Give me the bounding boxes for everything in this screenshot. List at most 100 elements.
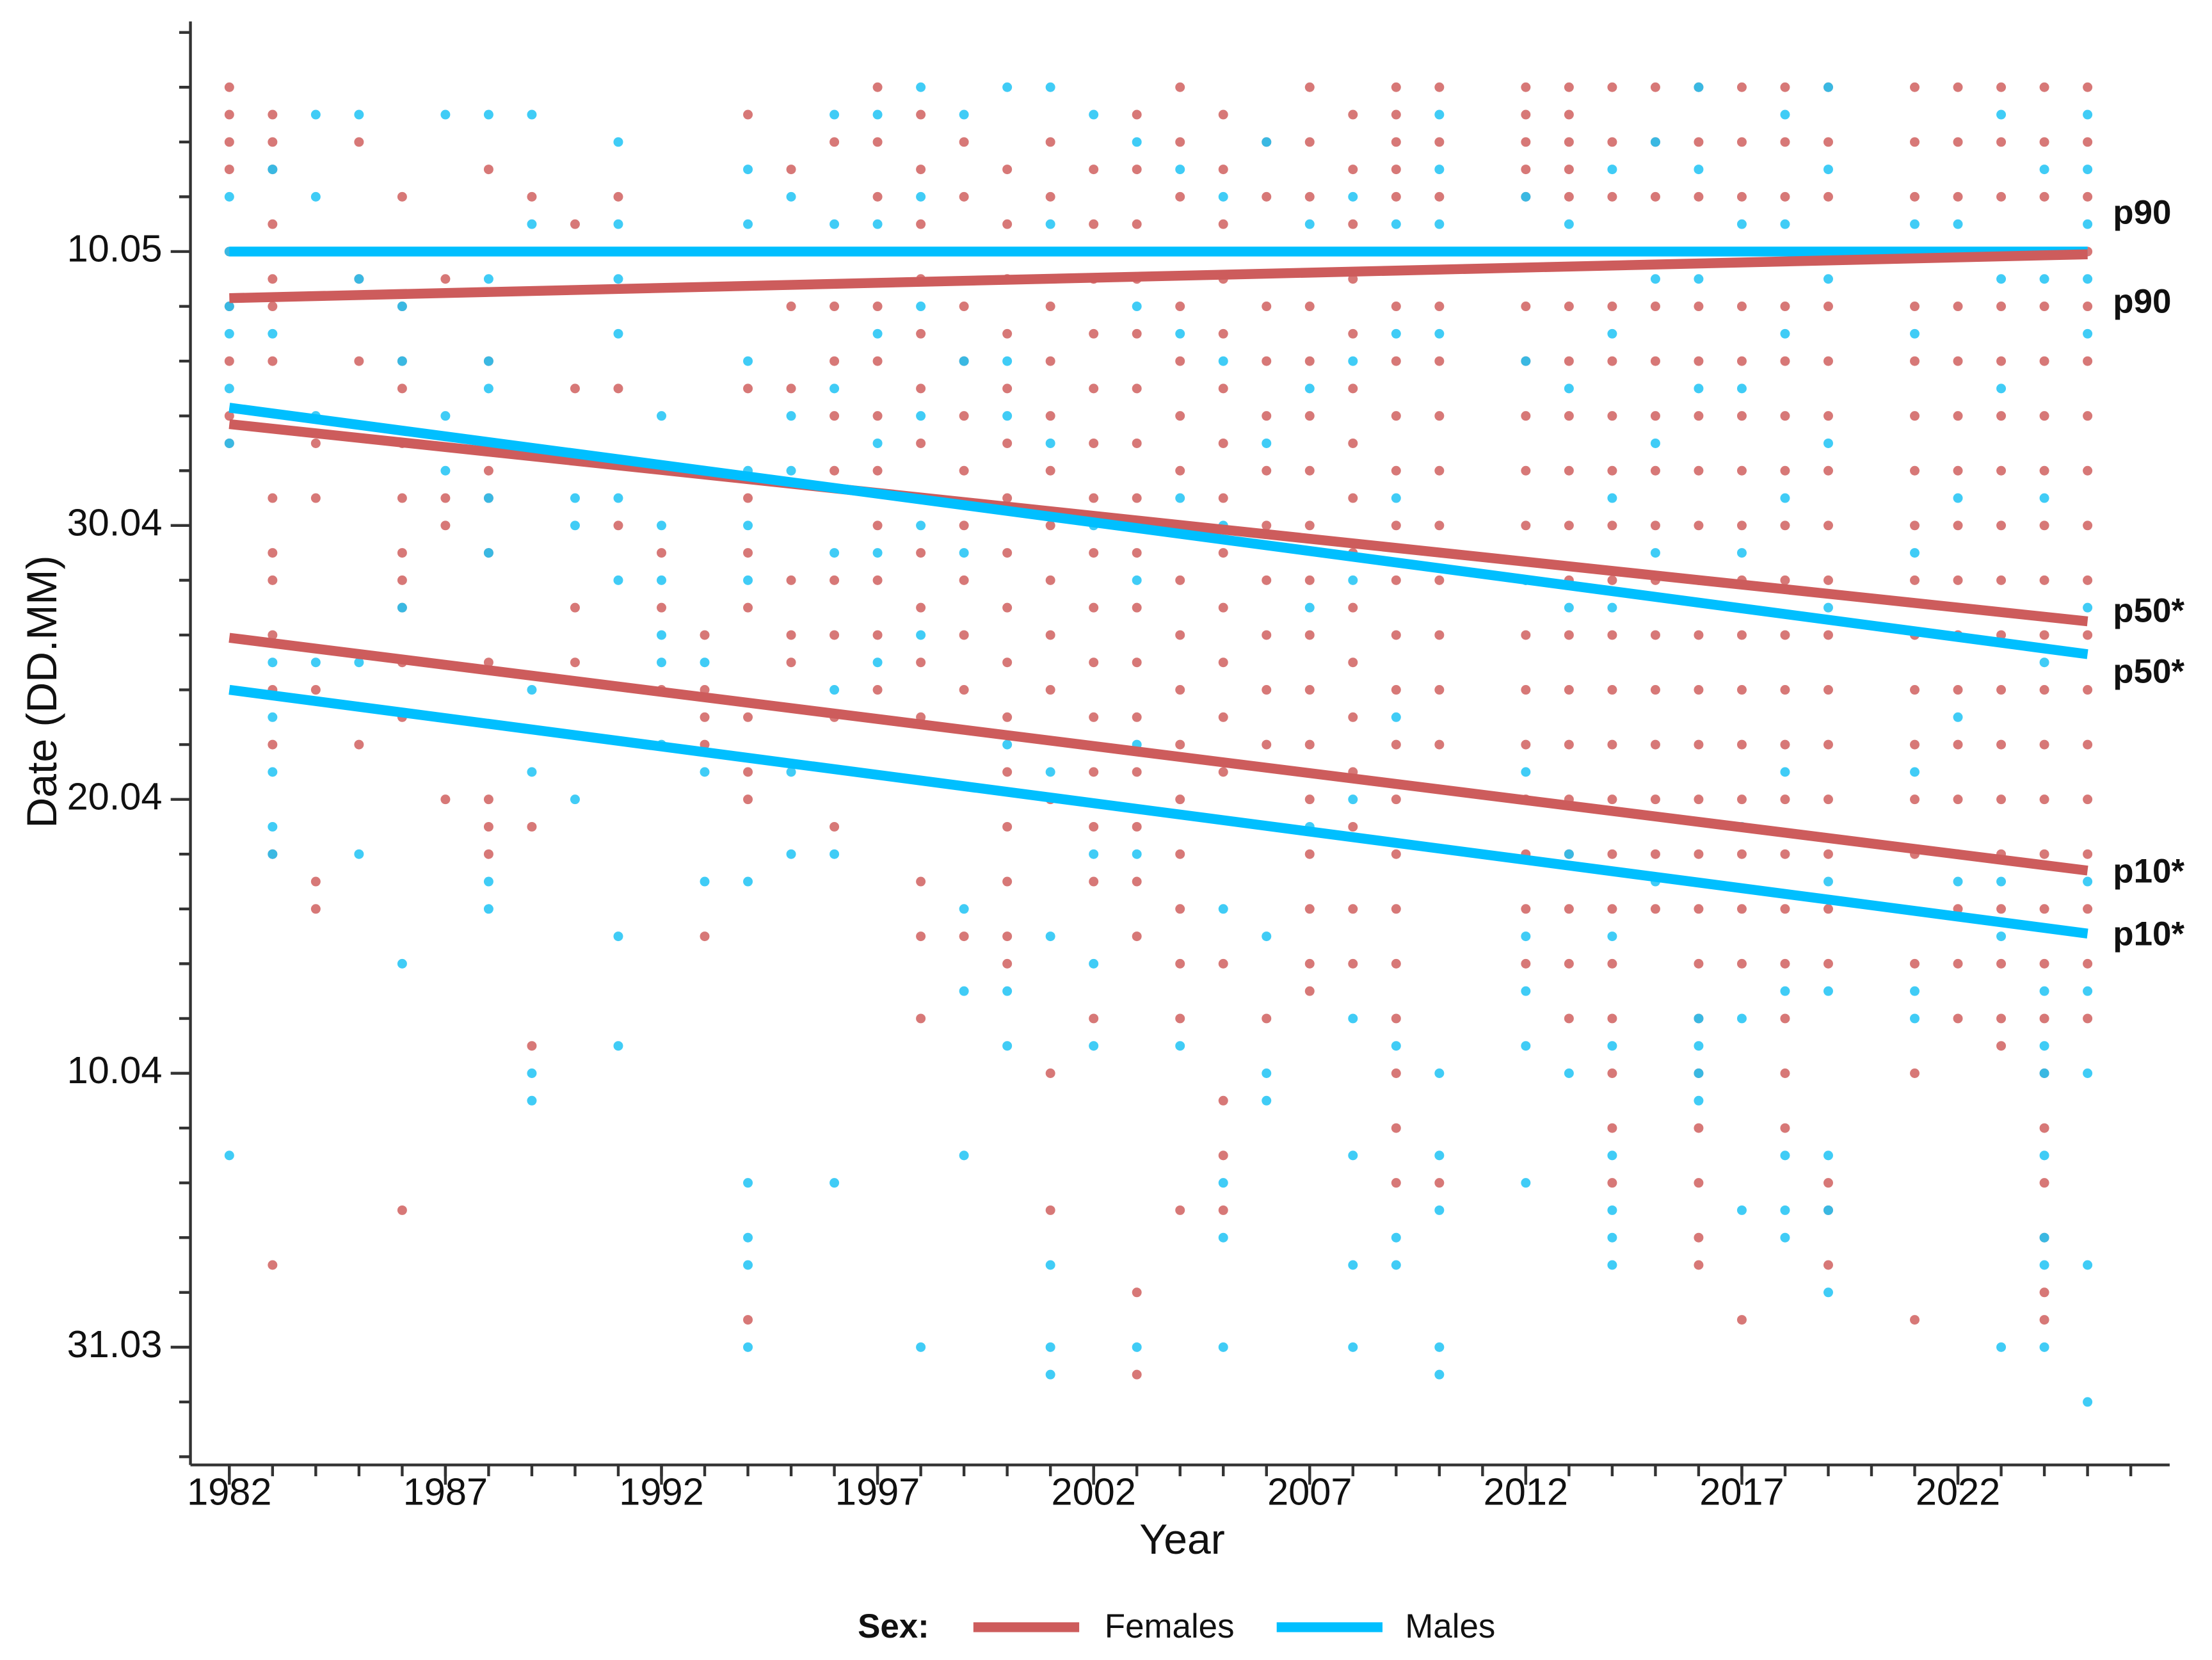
data-point — [1564, 602, 1574, 613]
data-point — [224, 191, 234, 202]
data-point — [1694, 794, 1704, 805]
data-point — [1996, 465, 2007, 476]
data-point — [657, 411, 666, 421]
data-point — [1434, 465, 1445, 476]
data-point — [2083, 328, 2093, 339]
data-point — [483, 165, 493, 175]
data-point — [1002, 739, 1013, 750]
data-point — [1996, 794, 2007, 805]
data-point — [1304, 411, 1315, 421]
data-point — [1823, 465, 1833, 476]
data-point — [1348, 438, 1358, 448]
trend-line — [229, 249, 2088, 303]
data-point — [1780, 1205, 1790, 1215]
data-point — [959, 109, 969, 120]
data-point — [1953, 1013, 1963, 1024]
data-point — [397, 383, 407, 394]
data-point — [1218, 191, 1228, 202]
data-point — [1564, 137, 1574, 147]
data-point — [1650, 794, 1660, 805]
data-point — [1564, 109, 1574, 120]
data-point — [310, 657, 321, 668]
data-point — [1910, 548, 1920, 558]
data-point — [1132, 328, 1142, 339]
data-point — [1348, 165, 1358, 175]
data-point — [1694, 465, 1704, 476]
data-point — [310, 876, 321, 887]
data-point — [2039, 274, 2049, 284]
data-point — [1607, 630, 1617, 640]
data-point — [1391, 328, 1401, 339]
data-point — [1348, 109, 1358, 120]
data-point — [1434, 739, 1445, 750]
data-point — [1607, 1013, 1617, 1024]
data-point — [2083, 520, 2093, 531]
data-point — [1736, 137, 1747, 147]
data-point — [916, 82, 926, 92]
data-point — [1650, 548, 1660, 558]
data-point — [1780, 82, 1790, 92]
data-point — [1002, 165, 1013, 175]
data-point — [2039, 904, 2049, 914]
data-point — [872, 575, 883, 585]
data-point — [1175, 465, 1185, 476]
data-point — [1694, 383, 1704, 394]
data-point — [830, 821, 840, 832]
data-point — [1823, 849, 1833, 859]
data-point — [830, 1178, 840, 1188]
data-point — [916, 383, 926, 394]
data-point — [657, 602, 666, 613]
data-point — [2039, 685, 2049, 695]
data-point — [2083, 958, 2093, 969]
data-point — [1823, 630, 1833, 640]
data-point — [1002, 219, 1013, 229]
data-point — [872, 465, 883, 476]
data-point — [959, 191, 969, 202]
data-point — [1175, 328, 1185, 339]
data-point — [570, 657, 580, 668]
data-point — [1348, 1260, 1358, 1270]
x-tick-label: 1987 — [403, 1470, 488, 1513]
data-point — [1521, 137, 1531, 147]
data-point — [1132, 849, 1142, 859]
data-point — [397, 302, 407, 312]
data-point — [1953, 876, 1963, 887]
data-point — [483, 465, 493, 476]
data-point — [1996, 383, 2007, 394]
data-point — [1650, 137, 1660, 147]
data-point — [1045, 1260, 1055, 1270]
data-point — [1045, 1205, 1055, 1215]
data-point — [1564, 904, 1574, 914]
data-point — [1089, 958, 1099, 969]
y-tick-label: 10.04 — [67, 1049, 163, 1092]
data-point — [1434, 1342, 1445, 1352]
data-point — [872, 630, 883, 640]
data-point — [872, 657, 883, 668]
data-point — [1348, 219, 1358, 229]
data-point — [959, 520, 969, 531]
data-point — [354, 849, 364, 859]
data-point — [1823, 876, 1833, 887]
data-point — [1391, 137, 1401, 147]
data-point — [1089, 438, 1099, 448]
data-point — [1953, 465, 1963, 476]
data-point — [1823, 1205, 1833, 1215]
data-point — [1564, 1068, 1574, 1079]
data-point — [1780, 575, 1790, 585]
data-point — [1607, 1123, 1617, 1133]
data-point — [830, 356, 840, 366]
data-point — [1434, 109, 1445, 120]
data-point — [959, 465, 969, 476]
data-point — [1780, 958, 1790, 969]
data-point — [1218, 383, 1228, 394]
data-point — [1823, 904, 1833, 914]
data-point — [354, 274, 364, 284]
data-point — [1304, 849, 1315, 859]
data-point — [1996, 1342, 2007, 1352]
data-point — [1348, 191, 1358, 202]
data-point — [916, 876, 926, 887]
data-point — [1996, 137, 2007, 147]
data-point — [1089, 165, 1099, 175]
data-point — [1694, 849, 1704, 859]
data-point — [1132, 438, 1142, 448]
